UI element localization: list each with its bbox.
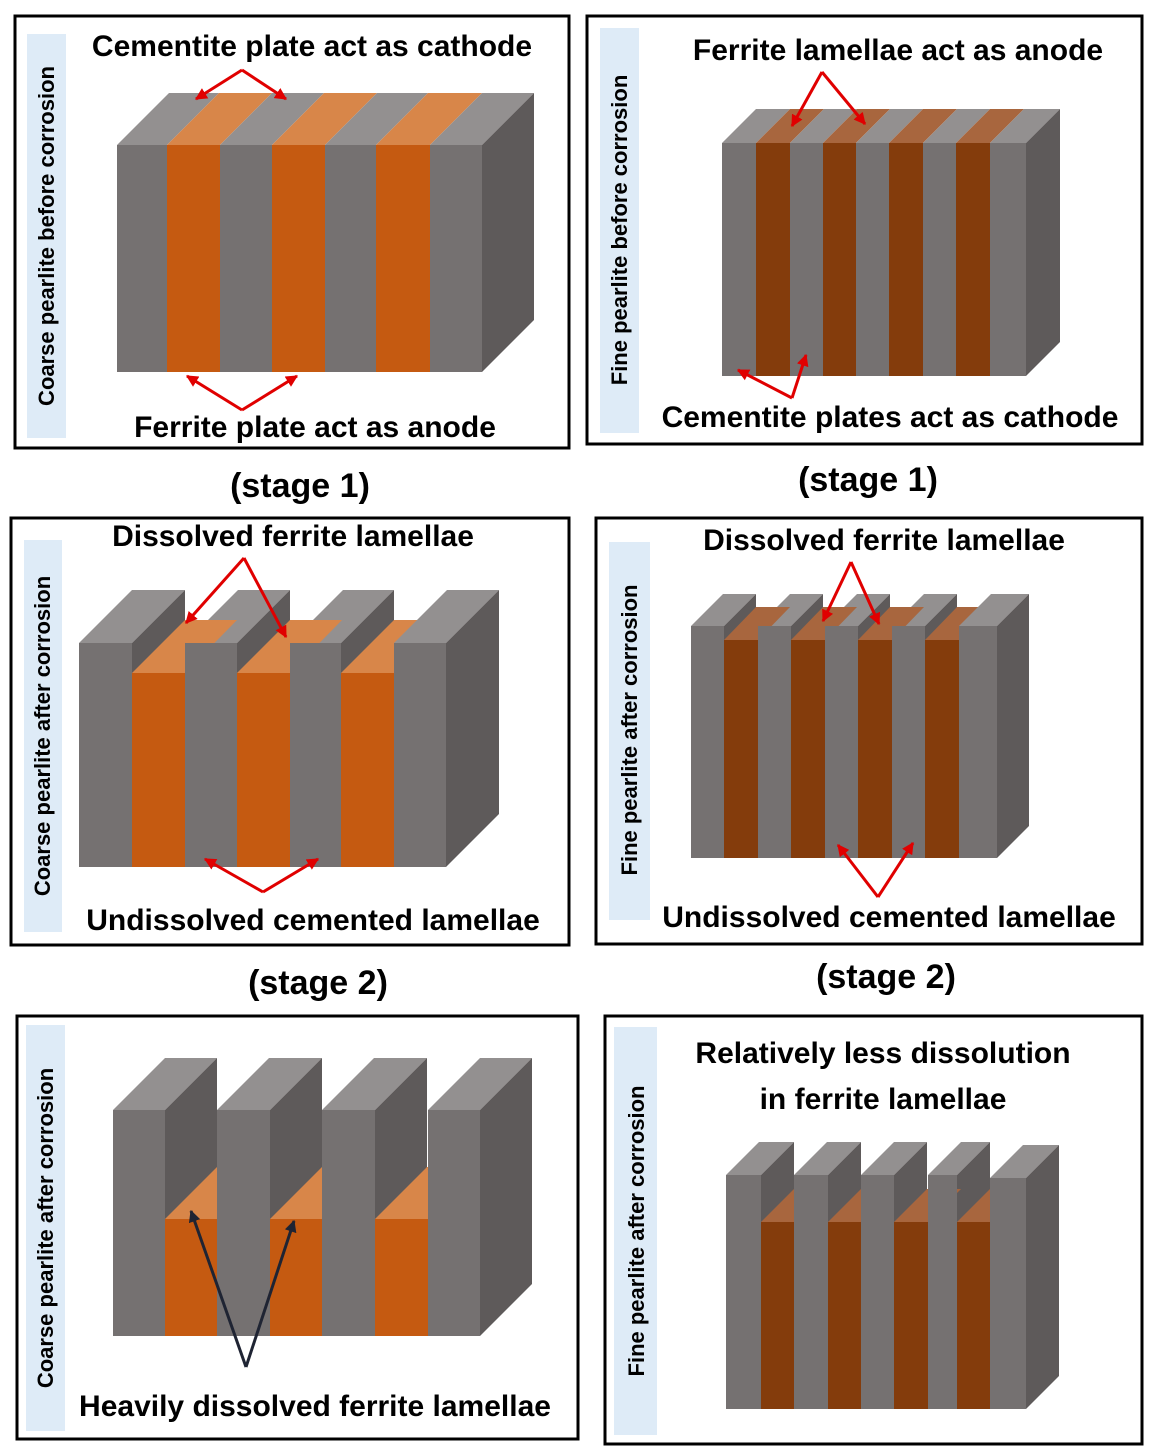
side-label-bg bbox=[609, 542, 650, 920]
label-undissolved-cementite: Undissolved cemented lamellae bbox=[86, 904, 540, 937]
stage-label: (stage 2) bbox=[816, 958, 956, 996]
label-dissolved-ferrite: Dissolved ferrite lamellae bbox=[112, 520, 474, 553]
label-undissolved-cementite: Undissolved cemented lamellae bbox=[662, 901, 1116, 934]
label-ferrite-anode: Ferrite plate act as anode bbox=[134, 411, 496, 444]
panel-coarse-stage2: Coarse pearlite after corrosion bbox=[9, 516, 571, 947]
side-label: Fine pearlite after corrosion bbox=[624, 1086, 649, 1377]
panel-coarse-before: Coarse pearlite before corrosion Cementi… bbox=[13, 14, 571, 450]
label-heavily-dissolved: Heavily dissolved ferrite lamellae bbox=[79, 1390, 551, 1423]
side-label: Coarse pearlite after corrosion bbox=[30, 576, 55, 896]
red-arrows bbox=[185, 68, 299, 412]
panel-fine-before: Fine pearlite before corrosion Ferrite l… bbox=[585, 14, 1144, 446]
lamellae-block bbox=[79, 590, 499, 867]
label-cementite-cathode: Cementite plate act as cathode bbox=[92, 30, 532, 63]
side-label-bg bbox=[614, 1027, 657, 1435]
lamellae-block bbox=[113, 1058, 532, 1336]
stage-label: (stage 2) bbox=[248, 964, 388, 1002]
panel-fine-stage2: Fine pearlite after corrosion bbox=[594, 516, 1144, 946]
side-label-bg bbox=[24, 540, 62, 932]
stage-label: (stage 1) bbox=[230, 467, 370, 505]
label-dissolved-ferrite: Dissolved ferrite lamellae bbox=[703, 524, 1065, 557]
dark-arrows bbox=[188, 1209, 297, 1368]
side-label: Coarse pearlite before corrosion bbox=[34, 66, 59, 406]
label-cementite-cathode: Cementite plates act as cathode bbox=[662, 401, 1119, 434]
side-label: Fine pearlite before corrosion bbox=[607, 75, 632, 386]
lamellae-block bbox=[722, 109, 1060, 376]
panel-fine-stage3: Fine pearlite after corrosion Relatively… bbox=[603, 1014, 1144, 1446]
side-label: Coarse pearlite after corrosion bbox=[33, 1068, 58, 1388]
stage-label: (stage 1) bbox=[798, 461, 938, 499]
red-arrows bbox=[736, 71, 867, 400]
panel-coarse-stage3: Coarse pearlite after corrosion bbox=[15, 1014, 580, 1441]
lamellae-block bbox=[117, 93, 534, 372]
label-ferrite-anode: Ferrite lamellae act as anode bbox=[693, 34, 1103, 67]
side-label: Fine pearlite after corrosion bbox=[617, 585, 642, 876]
side-label-bg bbox=[600, 28, 639, 433]
label-less-dissolution-line1: Relatively less dissolution bbox=[695, 1037, 1070, 1070]
lamellae-block bbox=[726, 1142, 1059, 1409]
side-label-bg bbox=[26, 1025, 65, 1431]
label-less-dissolution-line2: in ferrite lamellae bbox=[760, 1083, 1007, 1116]
red-arrows bbox=[821, 561, 915, 898]
lamellae-block bbox=[691, 594, 1029, 858]
side-label-bg bbox=[27, 34, 66, 438]
red-arrows bbox=[184, 557, 320, 894]
